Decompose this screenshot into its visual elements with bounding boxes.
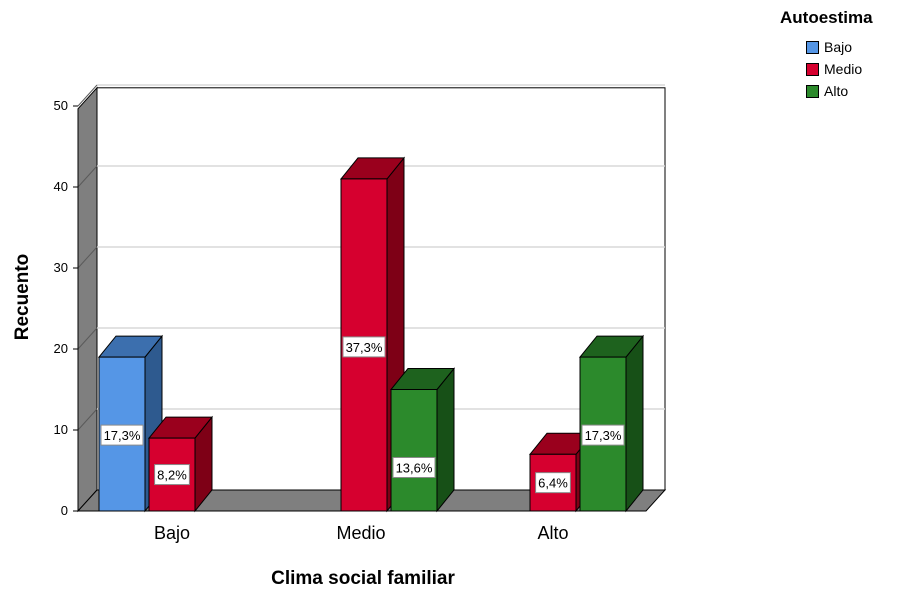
legend-item-medio: Medio [806, 58, 873, 80]
legend-item-alto: Alto [806, 80, 873, 102]
x-axis-label: Clima social familiar [271, 568, 455, 589]
legend-swatch [806, 41, 819, 54]
legend-label: Alto [824, 83, 848, 99]
y-tick-label: 20 [54, 341, 68, 356]
x-axis: Bajo Medio Alto [78, 511, 646, 543]
x-tick-label-bajo: Bajo [154, 523, 190, 543]
x-tick-label-alto: Alto [537, 523, 568, 543]
bar-side [626, 336, 643, 511]
legend-item-bajo: Bajo [806, 36, 873, 58]
legend-label: Medio [824, 61, 862, 77]
bar-medio-bajo: 8,2% [149, 417, 212, 511]
legend-items: Bajo Medio Alto [780, 36, 873, 102]
legend: Autoestima Bajo Medio Alto [780, 8, 873, 102]
y-tick-label: 50 [54, 98, 68, 113]
y-axis-label: Recuento [12, 254, 33, 341]
data-label: 6,4% [538, 476, 568, 491]
y-tick-label: 40 [54, 179, 68, 194]
bar-alto-medio: 13,6% [391, 369, 454, 512]
legend-swatch [806, 63, 819, 76]
y-tick-label: 0 [61, 503, 68, 518]
legend-title: Autoestima [780, 8, 873, 28]
y-tick-label: 30 [54, 260, 68, 275]
data-label: 8,2% [157, 468, 187, 483]
data-label: 17,3% [104, 428, 141, 443]
y-axis: 0 10 20 30 40 50 [54, 98, 78, 518]
data-label: 17,3% [585, 428, 622, 443]
y-tick-label: 10 [54, 422, 68, 437]
bar-side [437, 369, 454, 512]
legend-label: Bajo [824, 39, 852, 55]
x-tick-label-medio: Medio [336, 523, 385, 543]
bar-alto-alto: 17,3% [580, 336, 643, 511]
legend-swatch [806, 85, 819, 98]
data-label: 13,6% [396, 461, 433, 476]
data-label: 37,3% [346, 340, 383, 355]
bar-front [391, 390, 437, 512]
left-wall [78, 88, 97, 511]
